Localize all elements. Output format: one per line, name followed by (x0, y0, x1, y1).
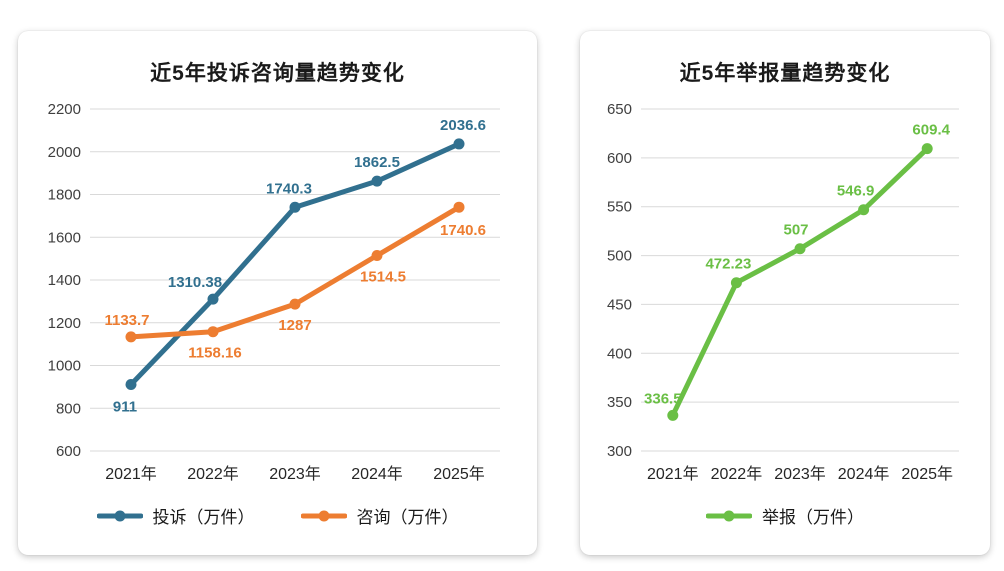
y-tick-label: 1600 (47, 229, 80, 246)
complaints-consultations-chart-title: 近5年投诉咨询量趋势变化 (150, 62, 405, 85)
data-label: 1133.7 (104, 312, 149, 329)
y-tick-label: 450 (607, 296, 632, 313)
x-axis-label: 2021年 (105, 465, 157, 483)
legend-item: 咨询（万件） (300, 503, 459, 528)
legend-item: 举报（万件） (706, 503, 864, 528)
data-point-marker (125, 331, 136, 343)
data-point-marker (730, 277, 742, 289)
y-tick-label: 650 (607, 101, 632, 118)
data-point-marker (289, 201, 300, 213)
data-label: 2036.6 (440, 117, 486, 134)
y-tick-label: 600 (607, 150, 632, 167)
legend-line-marker-icon (706, 510, 752, 521)
data-label: 1310.38 (167, 274, 221, 291)
y-tick-label: 800 (55, 400, 80, 417)
x-axis-label: 2025年 (433, 465, 485, 483)
legend-dot (723, 510, 735, 521)
complaints-consultations-legend: 投诉（万件） 咨询（万件） (18, 503, 537, 528)
legend-dot (318, 510, 329, 521)
reports-legend: 举报（万件） (580, 503, 990, 528)
complaints-consultations-chart-card: 近5年投诉咨询量趋势变化 600 800 1000 1200 1400 1600 1800 2… (18, 31, 537, 555)
x-axis-label: 2024年 (351, 465, 403, 483)
y-tick-label: 1400 (47, 272, 80, 289)
y-tick-label: 550 (607, 199, 632, 216)
data-point-marker (125, 379, 136, 391)
legend-item: 投诉（万件） (96, 503, 255, 528)
y-tick-label: 1000 (47, 358, 80, 375)
data-point-marker (207, 326, 218, 338)
data-point-marker (453, 138, 464, 150)
x-axis-label: 2022年 (187, 465, 239, 483)
legend-line-marker-icon (96, 510, 143, 521)
data-point-marker (289, 298, 300, 310)
y-tick-label: 600 (55, 443, 80, 460)
y-tick-label: 1200 (47, 315, 80, 332)
y-tick-label: 400 (607, 345, 632, 362)
y-tick-label: 350 (607, 394, 632, 411)
x-axis-label: 2025年 (901, 465, 953, 483)
data-point-marker (921, 143, 933, 155)
data-label: 911 (112, 399, 136, 416)
x-axis-label: 2022年 (711, 465, 763, 483)
legend-label: 投诉（万件） (152, 508, 255, 527)
legend-label: 咨询（万件） (356, 508, 459, 527)
data-label: 1740.6 (440, 222, 486, 239)
data-label: 472.23 (705, 256, 751, 273)
data-label: 336.5 (644, 390, 682, 407)
data-label: 1514.5 (360, 269, 406, 286)
data-label: 1158.16 (188, 345, 241, 362)
data-point-marker (667, 409, 679, 421)
reports-line-chart: 300 350 400 450 500 550 600 650 2021年 2022年 2023年 2… (607, 101, 959, 483)
x-axis-label: 2024年 (838, 465, 890, 483)
data-point-marker (371, 175, 382, 187)
data-label: 1740.3 (266, 180, 312, 197)
x-axis-label: 2023年 (269, 465, 321, 483)
y-tick-label: 1800 (47, 187, 80, 204)
legend-label: 举报（万件） (762, 508, 864, 527)
complaints-consultations-line-chart: 600 800 1000 1200 1400 1600 1800 2000 2200 2021年 2… (47, 101, 500, 483)
data-point-marker (371, 250, 382, 262)
x-axis-label: 2023年 (774, 465, 826, 483)
legend-line-marker-icon (300, 510, 347, 521)
data-point-marker (453, 201, 464, 213)
data-label: 507 (783, 222, 808, 239)
y-tick-label: 500 (607, 248, 632, 265)
data-label: 609.4 (912, 122, 950, 139)
x-axis-label: 2021年 (647, 465, 699, 483)
series-line (670, 146, 930, 418)
data-label: 1287 (278, 317, 311, 334)
data-label: 546.9 (837, 183, 875, 200)
data-label: 1862.5 (354, 154, 400, 171)
y-tick-label: 2200 (47, 101, 80, 118)
data-point-marker (207, 293, 218, 305)
reports-chart-title: 近5年举报量趋势变化 (679, 62, 891, 85)
data-point-marker (858, 204, 870, 216)
data-point-marker (794, 243, 806, 255)
y-tick-label: 2000 (47, 144, 80, 161)
legend-dot (114, 510, 125, 521)
y-tick-label: 300 (607, 443, 632, 460)
reports-chart-card: 近5年举报量趋势变化 300 350 400 450 500 550 600 650 2021年… (580, 31, 990, 555)
